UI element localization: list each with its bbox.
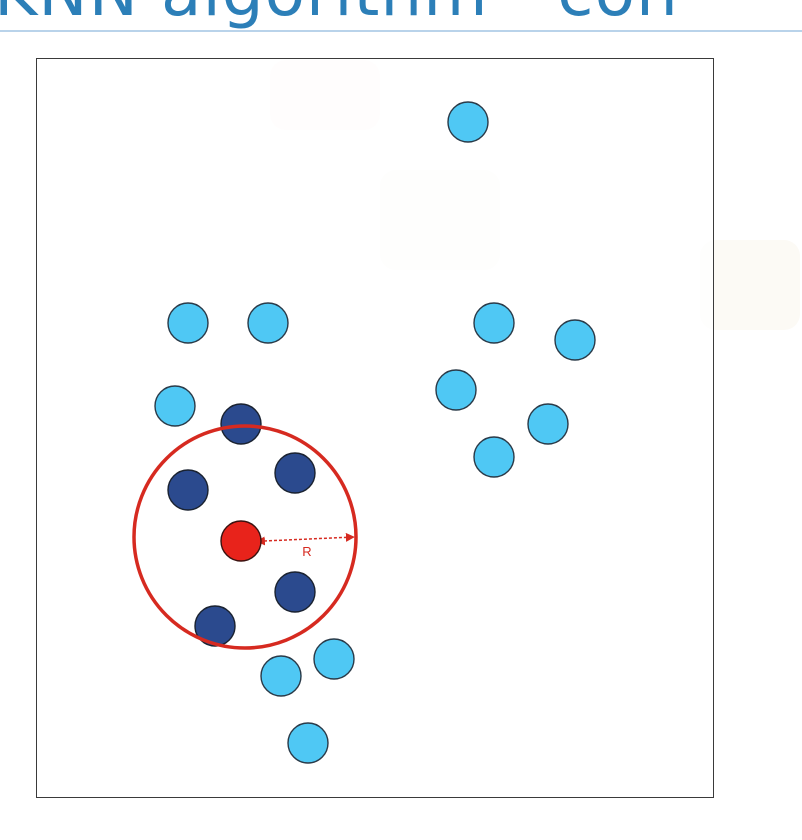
data-point-other [435,369,477,411]
data-point-other [473,436,515,478]
radius-arrow [255,532,355,546]
data-point-other [554,319,596,361]
data-point-neighbor [274,571,316,613]
query-point [220,520,262,562]
data-point-other [260,655,302,697]
diagram-panel [36,58,714,798]
data-point-other [167,302,209,344]
radius-circle [132,424,358,650]
title-divider [0,30,802,32]
data-point-neighbor [194,605,236,647]
data-point-neighbor [274,452,316,494]
background-decoration [700,240,800,330]
data-point-other [313,638,355,680]
data-point-other [287,722,329,764]
data-point-other [247,302,289,344]
data-point-other [447,101,489,143]
data-point-neighbor [167,469,209,511]
radius-label: R [302,544,311,559]
data-point-other [527,403,569,445]
data-point-other [154,385,196,427]
data-point-neighbor [220,403,262,445]
data-point-other [473,302,515,344]
